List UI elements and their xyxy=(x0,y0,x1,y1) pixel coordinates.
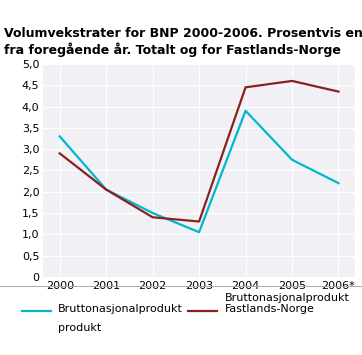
Text: Bruttonasjonalprodukt
Fastlands-Norge: Bruttonasjonalprodukt Fastlands-Norge xyxy=(224,293,349,314)
Text: produkt: produkt xyxy=(58,323,101,333)
Text: Bruttonasjonalprodukt: Bruttonasjonalprodukt xyxy=(58,304,183,314)
Text: Volumvekstrater for BNP 2000-2006. Prosentvis endring
fra foregående år. Totalt : Volumvekstrater for BNP 2000-2006. Prose… xyxy=(4,27,362,57)
